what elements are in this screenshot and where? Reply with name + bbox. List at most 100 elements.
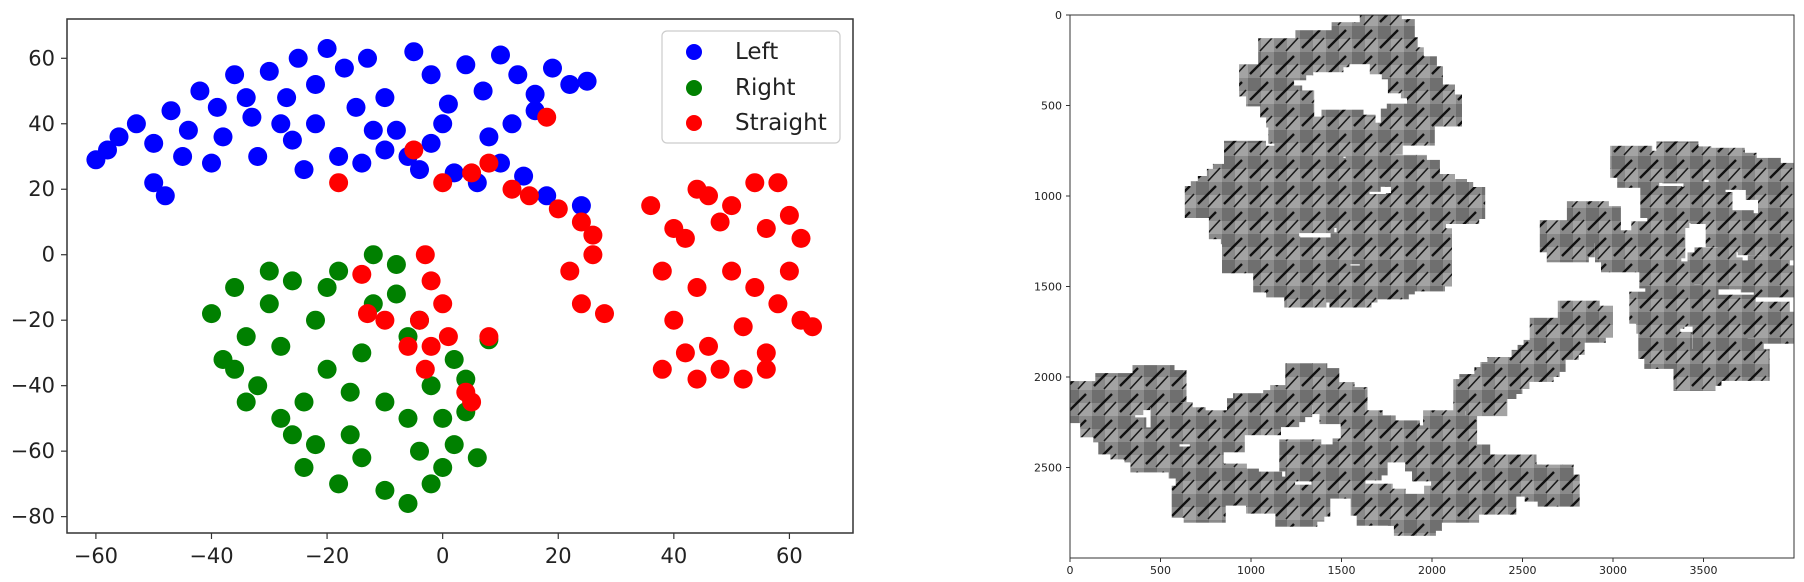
point-straight-18: [410, 310, 429, 330]
point-right-43: [398, 408, 418, 428]
series-straight: [329, 107, 822, 412]
mosaic-tile: [1132, 365, 1175, 398]
mosaic-tile: [1546, 230, 1589, 263]
x-tick-label: 20: [545, 544, 572, 568]
point-left-49: [155, 186, 175, 206]
point-left-36: [306, 114, 325, 134]
point-straight-54: [664, 219, 684, 238]
mosaic-x-tick-label: 3500: [1690, 564, 1718, 577]
point-left-15: [334, 58, 354, 78]
point-left-3: [144, 133, 164, 153]
point-left-37: [329, 147, 349, 166]
scatter-y-axis: −80 −60 −40 −20 0 20 40 60: [11, 46, 67, 529]
point-straight-7: [519, 186, 539, 206]
mosaic-x-tick-label: 500: [1150, 564, 1171, 577]
point-left-13: [306, 75, 325, 94]
point-straight-40: [710, 359, 730, 379]
x-tick-label: 40: [660, 544, 687, 568]
mosaic-tile: [1423, 410, 1466, 443]
point-left-19: [386, 120, 406, 140]
point-straight-42: [756, 219, 776, 238]
mosaic-tile: [1474, 482, 1517, 515]
point-left-48: [98, 140, 117, 160]
mosaic-tile: [1694, 247, 1737, 280]
mosaic-tile: [1705, 322, 1748, 355]
legend-marker-right: [686, 80, 702, 96]
legend-marker-left: [686, 44, 702, 60]
y-tick-label: −60: [11, 439, 55, 463]
point-left-21: [421, 65, 441, 85]
point-right-13: [352, 343, 372, 363]
point-left-53: [363, 120, 383, 140]
point-straight-17: [433, 294, 453, 314]
point-right-44: [433, 458, 453, 477]
point-straight-43: [768, 294, 788, 314]
mosaic-tile: [1339, 448, 1382, 481]
mosaic-x-tick-label: 3000: [1599, 564, 1627, 577]
point-straight-32: [652, 359, 672, 379]
mosaic-y-tick-label: 1000: [1034, 190, 1062, 203]
point-straight-49: [803, 317, 822, 337]
mosaic-tile: [1295, 30, 1338, 63]
legend-box: [661, 30, 841, 144]
point-straight-57: [687, 369, 707, 389]
point-left-59: [410, 160, 429, 180]
point-left-28: [543, 58, 562, 78]
point-right-19: [421, 376, 441, 396]
y-tick-label: 0: [42, 243, 55, 267]
point-right-9: [306, 310, 325, 330]
point-straight-15: [415, 245, 435, 265]
point-left-35: [282, 130, 302, 150]
point-right-42: [340, 382, 360, 402]
point-right-6: [271, 336, 291, 356]
point-straight-4: [462, 163, 482, 183]
mosaic-tile: [1343, 222, 1386, 255]
point-right-20: [433, 408, 453, 428]
point-left-20: [404, 42, 424, 62]
point-left-6: [190, 81, 210, 101]
point-straight-52: [675, 343, 695, 363]
mosaic-tile: [1431, 182, 1474, 214]
mosaic-x-tick-label: 2500: [1509, 564, 1537, 577]
point-right-30: [398, 494, 418, 513]
point-left-30: [577, 71, 597, 91]
point-right-23: [467, 448, 487, 468]
point-right-29: [375, 480, 395, 500]
mosaic-tile: [1394, 56, 1437, 89]
point-left-55: [479, 127, 499, 147]
point-left-56: [502, 114, 522, 134]
point-right-41: [271, 408, 291, 428]
point-left-47: [571, 196, 591, 216]
point-straight-45: [779, 205, 799, 225]
point-straight-8: [548, 199, 568, 219]
point-left-54: [433, 114, 453, 134]
point-right-10: [317, 359, 337, 379]
point-right-32: [444, 435, 464, 455]
point-straight-56: [791, 228, 811, 248]
mosaic-y-axis: 0 500 1000 1500 2000 2500: [1034, 9, 1070, 475]
point-straight-58: [756, 359, 776, 379]
point-left-45: [514, 166, 534, 186]
point-straight-38: [722, 261, 742, 281]
point-right-5: [259, 294, 279, 314]
point-left-4: [161, 101, 181, 121]
x-tick-label: −20: [305, 544, 349, 568]
point-left-9: [242, 107, 262, 127]
point-left-24: [473, 81, 493, 101]
mosaic-y-tick-label: 500: [1041, 100, 1062, 113]
mosaic-tile: [1387, 493, 1430, 526]
x-tick-label: 60: [776, 544, 803, 568]
mosaic-x-tick-label: 0: [1067, 564, 1074, 577]
point-straight-23: [375, 310, 395, 330]
y-tick-label: 60: [28, 46, 55, 70]
point-left-50: [202, 153, 221, 173]
point-left-11: [277, 88, 297, 108]
point-straight-51: [699, 186, 718, 206]
mosaic-y-tick-label: 2500: [1034, 462, 1062, 475]
point-left-32: [173, 147, 193, 166]
mosaic-x-tick-label: 1500: [1328, 564, 1356, 577]
point-straight-5: [479, 153, 499, 173]
legend-marker-straight: [686, 115, 702, 131]
scatter-plot-frame: [66, 18, 854, 534]
mosaic-tile: [1253, 476, 1296, 509]
